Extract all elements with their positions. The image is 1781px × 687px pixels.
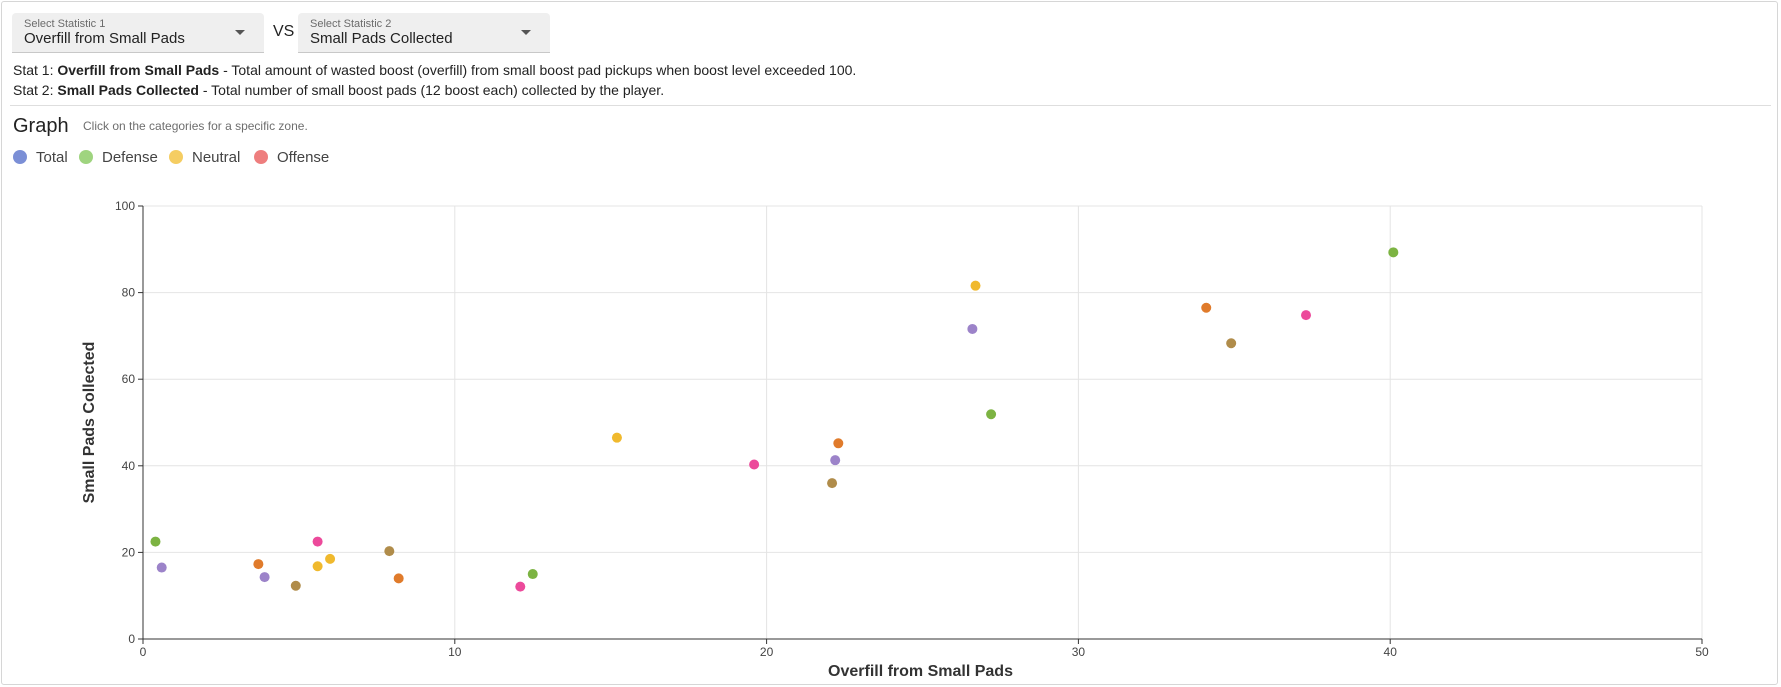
x-tick-label: 50 [1695, 645, 1709, 659]
legend-dot-defense [79, 150, 93, 164]
legend-dot-neutral [169, 150, 183, 164]
data-point [259, 572, 270, 583]
data-point [970, 280, 981, 291]
stat1-desc-name: Overfill from Small Pads [57, 62, 220, 78]
data-point [1201, 302, 1212, 313]
data-point [515, 581, 526, 592]
stat1-description: Stat 1: Overfill from Small Pads - Total… [13, 62, 856, 78]
stat1-select-label: Select Statistic 1 [24, 18, 106, 30]
data-point [527, 569, 538, 580]
data-point [253, 559, 264, 570]
stat2-desc-name: Small Pads Collected [57, 82, 199, 98]
legend-label-total: Total [36, 148, 68, 166]
data-point [325, 553, 336, 564]
stat1-desc-text: - Total amount of wasted boost (overfill… [219, 62, 857, 78]
legend-item-defense[interactable]: Defense [79, 148, 158, 166]
y-tick-label: 100 [115, 199, 135, 213]
legend-label-defense: Defense [102, 148, 158, 166]
data-point [156, 562, 167, 573]
legend-item-total[interactable]: Total [13, 148, 68, 166]
y-tick-label: 20 [122, 545, 136, 559]
data-point [833, 438, 844, 449]
y-tick-label: 0 [128, 632, 135, 646]
data-point [312, 561, 323, 572]
y-tick-label: 60 [122, 372, 136, 386]
legend-dot-offense [254, 150, 268, 164]
data-point [611, 432, 622, 443]
y-tick-label: 80 [122, 286, 136, 300]
legend-dot-total [13, 150, 27, 164]
stat2-desc-prefix: Stat 2: [13, 82, 58, 98]
chevron-down-icon [235, 30, 245, 35]
stat2-select-value: Small Pads Collected [310, 30, 453, 47]
section-divider [10, 105, 1771, 106]
data-point [393, 573, 404, 584]
stat1-desc-prefix: Stat 1: [13, 62, 58, 78]
legend-item-neutral[interactable]: Neutral [169, 148, 240, 166]
data-point [830, 455, 841, 466]
stat1-select[interactable]: Select Statistic 1 Overfill from Small P… [12, 13, 264, 53]
data-point [384, 546, 395, 557]
graph-title: Graph [13, 115, 69, 137]
graph-hint: Click on the categories for a specific z… [83, 119, 308, 133]
x-tick-label: 0 [140, 645, 147, 659]
data-point [749, 459, 760, 470]
stat2-description: Stat 2: Small Pads Collected - Total num… [13, 82, 664, 98]
y-axis-title: Small Pads Collected [81, 342, 98, 504]
data-point [827, 478, 838, 489]
legend-label-offense: Offense [277, 148, 330, 166]
stat1-select-value: Overfill from Small Pads [24, 30, 185, 47]
x-tick-label: 30 [1072, 645, 1086, 659]
x-tick-label: 40 [1384, 645, 1398, 659]
stat2-desc-text: - Total number of small boost pads (12 b… [198, 82, 665, 98]
legend-item-offense[interactable]: Offense [254, 148, 329, 166]
data-point [1226, 338, 1237, 349]
stat2-select[interactable]: Select Statistic 2 Small Pads Collected [298, 13, 550, 53]
stat2-select-label: Select Statistic 2 [310, 18, 392, 30]
data-point [290, 580, 301, 591]
data-point [150, 536, 161, 547]
x-axis-title: Overfill from Small Pads [828, 663, 1013, 680]
x-tick-label: 20 [760, 645, 774, 659]
data-point [312, 536, 323, 547]
y-tick-label: 40 [122, 459, 136, 473]
chevron-down-icon [521, 30, 531, 35]
x-tick-label: 10 [448, 645, 462, 659]
legend-label-neutral: Neutral [192, 148, 241, 166]
data-point [986, 409, 997, 420]
data-point [1388, 247, 1399, 258]
data-point [1301, 310, 1312, 321]
vs-label: VS [273, 23, 295, 40]
data-point [967, 323, 978, 334]
